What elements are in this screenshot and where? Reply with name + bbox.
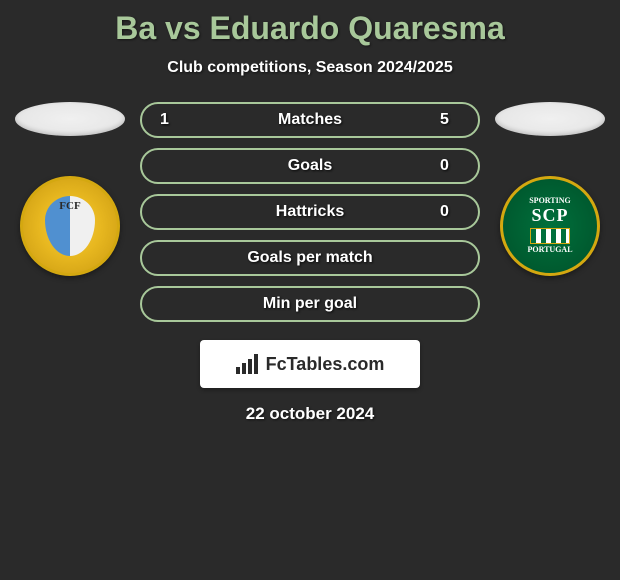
bar-chart-icon [236, 354, 258, 374]
stat-label: Goals [288, 157, 332, 175]
stat-bar-matches: 1 Matches 5 [140, 102, 480, 138]
stats-column: 1 Matches 5 Goals 0 Hattricks 0 Goals pe… [140, 102, 480, 322]
page-title: Ba vs Eduardo Quaresma [0, 0, 620, 47]
player-left-silhouette [15, 102, 125, 136]
stat-right-value: 5 [440, 111, 460, 129]
stat-left-value: 1 [160, 111, 180, 129]
stat-right-value: 0 [440, 203, 460, 221]
watermark: FcTables.com [200, 340, 420, 388]
stat-label: Hattricks [276, 203, 344, 221]
player-right-column: SPORTING SCP PORTUGAL [490, 102, 610, 276]
stat-label: Goals per match [247, 249, 372, 267]
stat-bar-goals-per-match: Goals per match [140, 240, 480, 276]
player-right-silhouette [495, 102, 605, 136]
fcf-shield-icon: FCF [45, 196, 95, 256]
club-badge-left: FCF [20, 176, 120, 276]
scp-bottom-text: PORTUGAL [527, 246, 572, 255]
stat-bar-hattricks: Hattricks 0 [140, 194, 480, 230]
stat-label: Matches [278, 111, 342, 129]
stat-bar-goals: Goals 0 [140, 148, 480, 184]
date-text: 22 october 2024 [0, 404, 620, 424]
comparison-content: FCF 1 Matches 5 Goals 0 Hattricks 0 Goal… [0, 102, 620, 322]
stat-bar-min-per-goal: Min per goal [140, 286, 480, 322]
player-left-column: FCF [10, 102, 130, 276]
scp-initials: SCP [531, 206, 568, 226]
fcf-initials: FCF [59, 200, 80, 212]
scp-stripes-icon [530, 228, 570, 244]
stat-label: Min per goal [263, 295, 357, 313]
club-badge-right: SPORTING SCP PORTUGAL [500, 176, 600, 276]
stat-right-value: 0 [440, 157, 460, 175]
watermark-text: FcTables.com [266, 354, 385, 375]
subtitle: Club competitions, Season 2024/2025 [0, 59, 620, 77]
